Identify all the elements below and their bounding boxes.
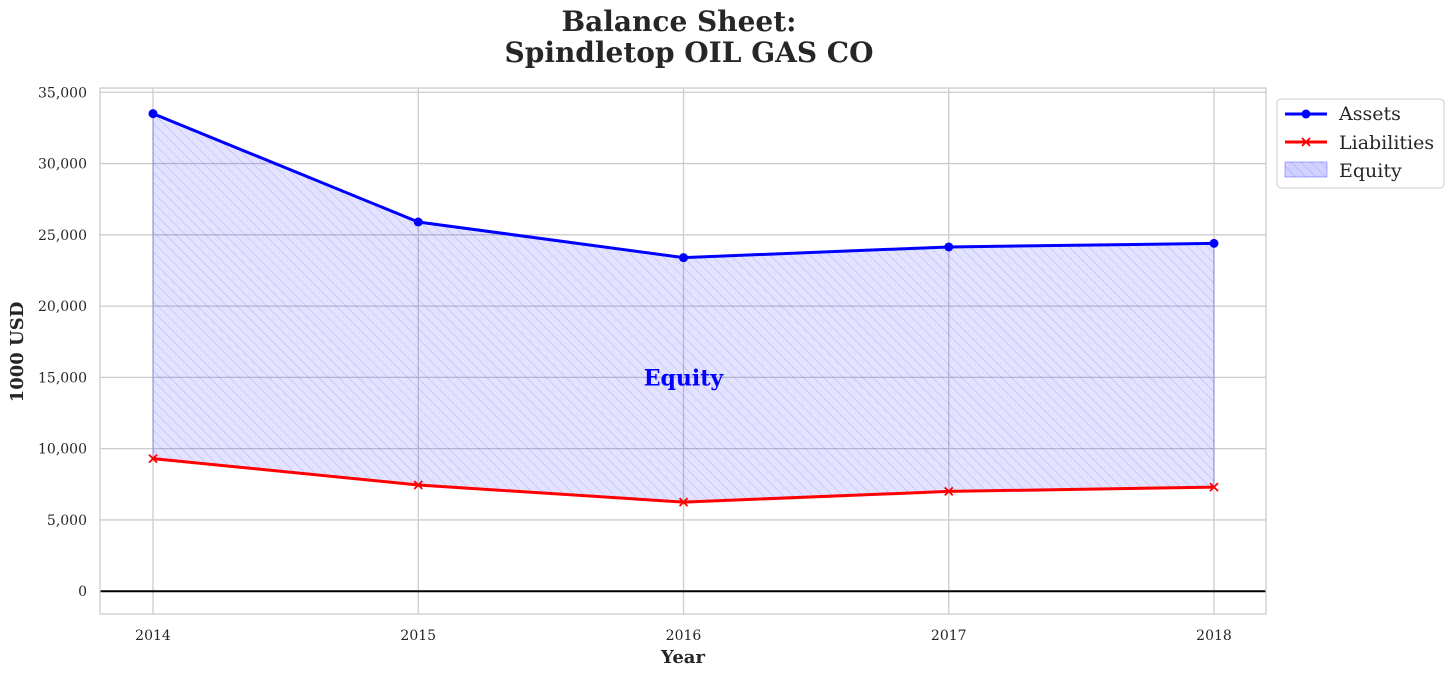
y-tick-label-30000: 30,000 — [38, 157, 87, 173]
legend-equity-label: Equity — [1339, 160, 1402, 182]
legend-assets-label: Assets — [1338, 103, 1401, 125]
x-tick-label-2017: 2017 — [931, 628, 967, 644]
y-tick-label-10000: 10,000 — [38, 442, 87, 458]
tick-layer: 2014 2015 2016 2017 2018 0 5,000 10,000 15,000 20… — [38, 85, 1232, 644]
legend-liabilities-marker — [1301, 137, 1311, 147]
y-tick-label-15000: 15,000 — [38, 370, 87, 386]
legend-liabilities-label: Liabilities — [1339, 132, 1434, 154]
liabilities-point-2016 — [678, 497, 689, 507]
x-axis-label: Year — [660, 647, 705, 668]
x-tick-label-2016: 2016 — [666, 628, 702, 644]
y-tick-label-5000: 5,000 — [47, 513, 87, 529]
chart-title-line2: Spindletop OIL GAS CO — [505, 36, 874, 69]
assets-point-2017 — [944, 242, 954, 252]
liabilities-point-2014 — [148, 453, 158, 464]
y-axis-label: 1000 USD — [7, 302, 28, 403]
series-layer — [148, 109, 1219, 507]
legend-equity-swatch-hatch — [1285, 162, 1327, 177]
legend-assets-marker — [1301, 109, 1311, 119]
x-tick-label-2014: 2014 — [135, 628, 171, 644]
y-tick-label-0: 0 — [78, 584, 87, 600]
y-tick-label-20000: 20,000 — [38, 299, 87, 315]
chart-title-line1: Balance Sheet: — [561, 5, 796, 38]
liabilities-point-2015 — [413, 480, 423, 490]
equity-annotation: Equity — [644, 365, 725, 391]
x-tick-label-2018: 2018 — [1196, 628, 1232, 644]
liabilities-point-2018 — [1209, 482, 1219, 492]
assets-point-2018 — [1209, 238, 1219, 248]
plot-frame — [99, 87, 1267, 615]
y-tick-label-35000: 35,000 — [38, 85, 87, 101]
legend: Assets Liabilities Equity — [1276, 98, 1445, 189]
liabilities-point-2017 — [944, 486, 954, 497]
assets-point-2016 — [679, 253, 688, 263]
y-tick-label-25000: 25,000 — [38, 228, 87, 244]
x-tick-label-2015: 2015 — [400, 628, 436, 644]
assets-point-2015 — [413, 217, 423, 227]
assets-point-2014 — [148, 109, 158, 119]
equity-fill-hatch — [153, 113, 1214, 503]
